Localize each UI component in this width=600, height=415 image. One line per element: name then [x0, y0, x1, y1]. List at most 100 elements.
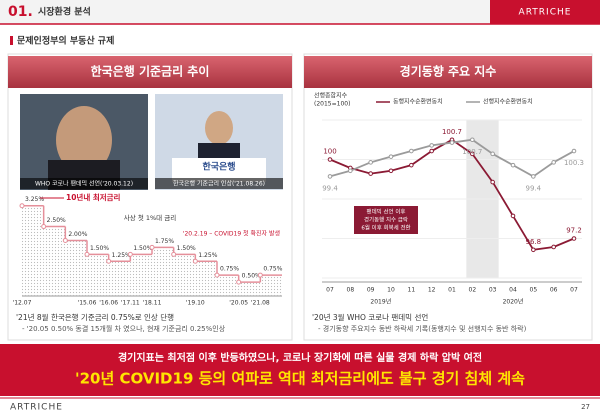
photo-figure: [205, 111, 233, 145]
index-chart: 선행종합지수(2015=100) 동행지수순환변동치 100 100.7 96.8 97.…: [314, 92, 584, 306]
series-point: [409, 148, 414, 154]
rate-chart: 3.25%'12.072.50%2.00%1.50%'15.061.25%'16…: [13, 192, 283, 307]
bullet: '21년 8월 한국은행 기준금리 0.75%로 인상 단행: [16, 312, 174, 322]
series-point: [368, 160, 373, 165]
photo-caption: 한국은행 기준금리 인상('21.08.26): [173, 180, 265, 188]
year-label: 2019년: [370, 298, 391, 306]
footer-logo: ARTRICHE: [10, 403, 63, 413]
bullet: '20년 3월 WHO 코로나 팬데믹 선언: [312, 312, 428, 322]
series-point: [348, 168, 353, 174]
series-point: [429, 148, 434, 154]
x-tick-label: '16.06: [99, 300, 118, 307]
value-label: 99.4: [526, 184, 542, 192]
rate-step-area: [43, 226, 66, 296]
rate-step-area: [238, 282, 261, 296]
rate-step-area: [108, 261, 131, 296]
y-label: 선행종합지수: [314, 92, 348, 100]
page-number: 27: [581, 403, 590, 411]
x-tick-label: 07: [570, 287, 578, 294]
x-tick-label: '17.11: [121, 300, 140, 307]
value-label: 1.25%: [112, 252, 131, 259]
value-label: 0.75%: [220, 266, 239, 273]
left-title: 한국은행 기준금리 추이: [91, 64, 210, 79]
series-point: [531, 174, 536, 179]
series-point: [388, 154, 394, 159]
section-title: 문제인정부의 부동산 규제: [17, 35, 114, 47]
header-logo: ARTRICHE: [519, 8, 572, 18]
value-label: 1.25%: [198, 252, 217, 259]
value-label: 97.2: [566, 227, 582, 235]
rate-step-area: [260, 275, 282, 296]
rate-point: [84, 251, 90, 257]
logo-box: [490, 0, 600, 24]
caption-bg: [20, 178, 148, 189]
banner: [0, 344, 600, 396]
photo-figure: [56, 106, 112, 174]
rate-step-area: [152, 247, 174, 296]
x-tick-label: 10: [387, 287, 395, 294]
annotation: 사상 첫 1%대 금리: [124, 213, 176, 222]
value-label: 2.50%: [47, 217, 66, 224]
series-point: [409, 162, 414, 168]
x-tick-label: '20.05: [229, 300, 248, 307]
value-label: 0.50%: [242, 273, 261, 280]
series-point: [490, 179, 495, 185]
value-label: 1.75%: [155, 238, 174, 245]
annotation-box: [354, 206, 418, 234]
rate-point: [149, 244, 155, 250]
rate-step-area: [87, 254, 109, 296]
value-label: 1.50%: [90, 245, 109, 252]
value-label: 100.7: [462, 148, 482, 156]
rate-point: [127, 251, 133, 257]
year-label: 2020년: [503, 298, 524, 306]
x-tick-label: '18.11: [143, 300, 162, 307]
annotation: 6월 이후 회복세 전환: [361, 224, 410, 232]
annotation: 10년내 최저금리: [66, 192, 121, 202]
annotation: 팬데믹 선언 이후: [367, 208, 406, 216]
series-point: [571, 148, 577, 154]
rate-point: [41, 224, 47, 230]
section-marker: [10, 36, 13, 45]
left-title-bar: [8, 56, 292, 88]
series-point: [327, 157, 333, 162]
value-label: 1.50%: [177, 245, 196, 252]
x-tick-label: 04: [509, 287, 517, 294]
rate-point: [192, 258, 198, 264]
rate-point: [171, 251, 177, 257]
annotation: 경기동행 지수 급락: [364, 216, 408, 224]
rate-point: [257, 272, 263, 278]
series-point: [388, 168, 394, 174]
series-point: [368, 171, 373, 176]
series-point: [470, 137, 475, 143]
value-label: 100: [323, 148, 336, 156]
x-tick-label: '15.06: [78, 300, 97, 307]
rate-point: [62, 237, 68, 243]
x-tick-label: 03: [489, 287, 497, 294]
value-label: 100.3: [564, 159, 584, 167]
caption-bg: [155, 178, 283, 189]
legend-label: 선행지수순환변동치: [483, 98, 533, 106]
series-point: [531, 247, 536, 253]
value-label: 1.50%: [133, 245, 152, 252]
series-point: [449, 140, 455, 145]
header-title: 시장환경 분석: [38, 6, 91, 18]
rate-step-area: [130, 254, 152, 296]
value-label: 3.25%: [25, 196, 44, 203]
right-title: 경기동향 주요 지수: [400, 64, 497, 79]
banner-line: 경기지표는 최저점 이후 반등하였으나, 코로나 장기화에 따른 실물 경제 하…: [118, 351, 482, 364]
right-title-bar: [304, 56, 592, 88]
x-tick-label: 11: [408, 287, 416, 294]
x-tick-label: 08: [347, 287, 355, 294]
series-point: [470, 151, 475, 157]
right-panel: [303, 53, 593, 341]
rate-point: [236, 279, 242, 285]
series-point: [551, 160, 556, 165]
rate-point: [19, 203, 25, 209]
rate-step-area: [217, 275, 239, 296]
header-number: 01.: [8, 4, 33, 20]
series-point: [510, 162, 516, 168]
x-tick-label: 02: [469, 287, 477, 294]
series-point: [327, 174, 333, 179]
